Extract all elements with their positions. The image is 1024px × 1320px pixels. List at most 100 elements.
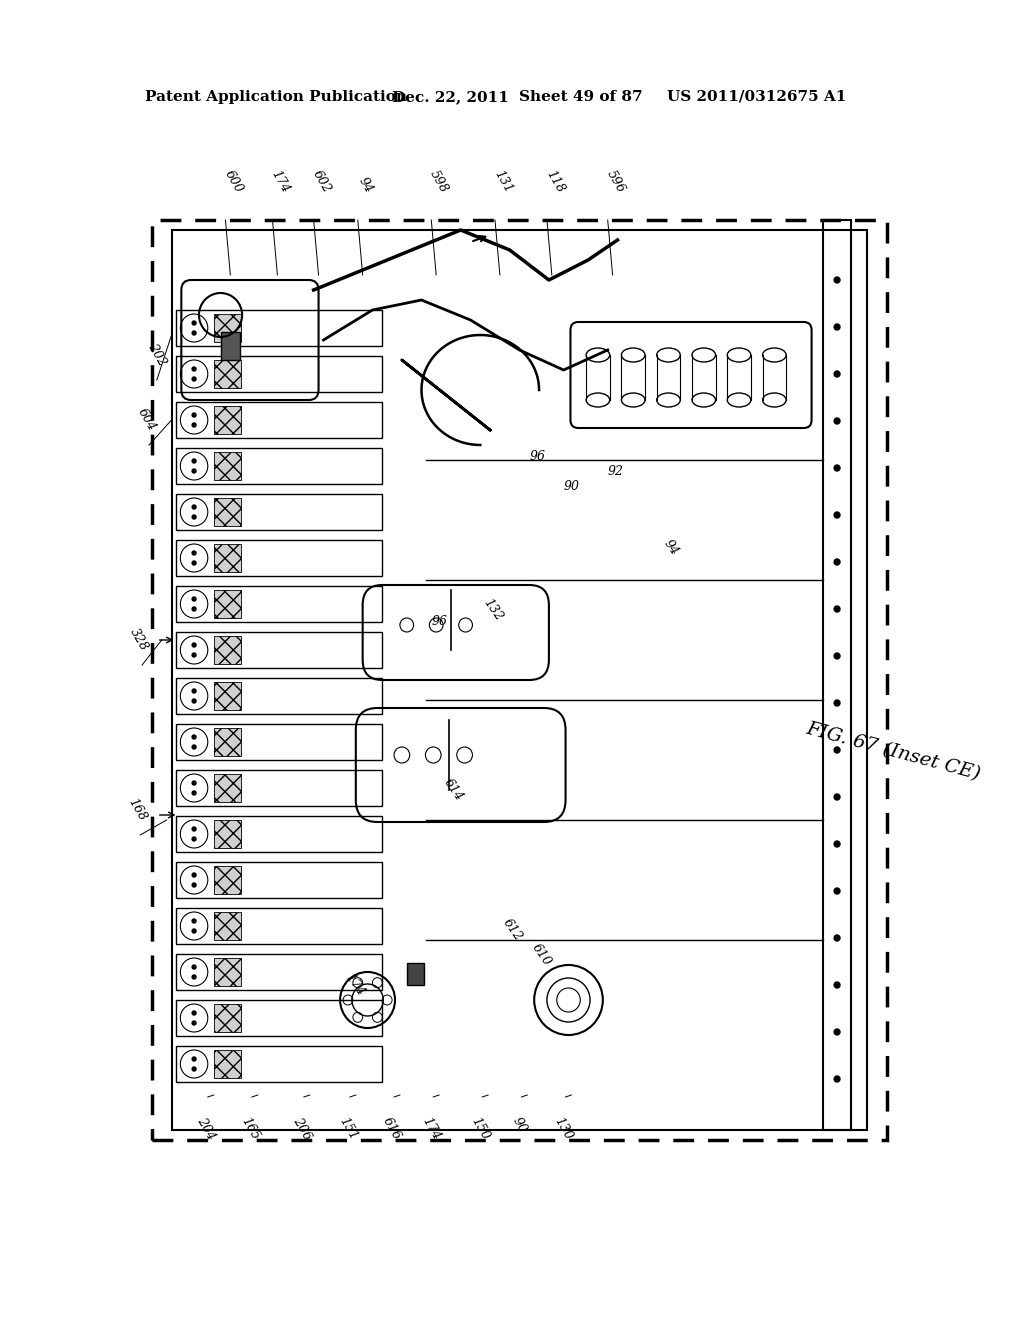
Bar xyxy=(214,912,241,940)
Bar xyxy=(176,816,382,851)
Bar xyxy=(176,723,382,760)
Circle shape xyxy=(193,561,196,565)
Bar xyxy=(214,682,241,710)
Circle shape xyxy=(193,883,196,887)
Circle shape xyxy=(835,606,840,612)
Bar xyxy=(176,1001,382,1036)
Circle shape xyxy=(835,700,840,706)
Circle shape xyxy=(193,1067,196,1071)
Text: 151: 151 xyxy=(336,1115,359,1142)
Bar xyxy=(176,586,382,622)
Bar xyxy=(176,862,382,898)
Bar xyxy=(214,958,241,986)
Circle shape xyxy=(193,422,196,426)
Circle shape xyxy=(193,331,196,335)
Circle shape xyxy=(193,828,196,832)
Circle shape xyxy=(193,929,196,933)
Circle shape xyxy=(193,1057,196,1061)
Text: 596: 596 xyxy=(604,168,627,195)
Bar xyxy=(176,770,382,807)
Circle shape xyxy=(193,735,196,739)
Bar xyxy=(214,498,241,525)
Bar xyxy=(176,403,382,438)
Bar xyxy=(214,774,241,803)
Text: 165: 165 xyxy=(239,1115,261,1142)
Circle shape xyxy=(835,747,840,752)
Circle shape xyxy=(193,607,196,611)
Circle shape xyxy=(835,512,840,517)
Circle shape xyxy=(835,888,840,894)
Text: 206: 206 xyxy=(290,1115,313,1142)
Bar xyxy=(214,544,241,572)
Text: 614: 614 xyxy=(441,776,466,803)
Bar xyxy=(176,494,382,531)
Text: 94: 94 xyxy=(356,174,375,195)
Circle shape xyxy=(835,558,840,565)
Circle shape xyxy=(193,975,196,979)
Text: 174: 174 xyxy=(420,1115,443,1142)
Bar xyxy=(214,729,241,756)
Circle shape xyxy=(193,550,196,554)
Bar xyxy=(176,1045,382,1082)
Circle shape xyxy=(193,378,196,381)
Circle shape xyxy=(835,795,840,800)
Circle shape xyxy=(835,323,840,330)
Bar xyxy=(214,1005,241,1032)
Text: Dec. 22, 2011: Dec. 22, 2011 xyxy=(392,90,509,104)
Bar xyxy=(176,356,382,392)
Text: 150: 150 xyxy=(469,1115,492,1142)
Circle shape xyxy=(835,935,840,941)
Text: 616: 616 xyxy=(381,1115,403,1142)
Circle shape xyxy=(835,277,840,282)
Circle shape xyxy=(835,465,840,471)
Text: 204: 204 xyxy=(195,1115,217,1142)
Circle shape xyxy=(835,1030,840,1035)
Bar xyxy=(214,590,241,618)
Text: 96: 96 xyxy=(529,450,546,463)
Circle shape xyxy=(835,841,840,847)
Text: 94: 94 xyxy=(662,537,681,558)
Circle shape xyxy=(193,781,196,785)
Circle shape xyxy=(835,371,840,378)
Bar xyxy=(214,636,241,664)
Bar xyxy=(214,866,241,894)
Circle shape xyxy=(193,321,196,325)
Bar xyxy=(214,1049,241,1078)
Text: 132: 132 xyxy=(480,595,505,623)
Text: 168: 168 xyxy=(126,796,148,822)
Circle shape xyxy=(193,459,196,463)
Bar xyxy=(220,333,241,360)
Bar xyxy=(214,314,241,342)
Bar xyxy=(176,447,382,484)
Circle shape xyxy=(193,367,196,371)
Text: 96: 96 xyxy=(431,615,447,628)
Circle shape xyxy=(193,1020,196,1026)
Bar xyxy=(214,360,241,388)
Circle shape xyxy=(193,413,196,417)
Circle shape xyxy=(193,469,196,473)
Text: US 2011/0312675 A1: US 2011/0312675 A1 xyxy=(667,90,846,104)
Circle shape xyxy=(193,965,196,969)
Bar xyxy=(214,451,241,480)
Text: 92: 92 xyxy=(607,465,624,478)
Text: 328: 328 xyxy=(127,626,151,653)
Circle shape xyxy=(835,418,840,424)
Bar xyxy=(214,820,241,847)
Bar xyxy=(176,632,382,668)
Text: 202: 202 xyxy=(145,341,168,368)
Circle shape xyxy=(193,597,196,601)
Circle shape xyxy=(193,873,196,876)
Text: 118: 118 xyxy=(543,168,566,195)
Text: Patent Application Publication: Patent Application Publication xyxy=(145,90,408,104)
Text: 610: 610 xyxy=(529,941,554,968)
Text: 604: 604 xyxy=(135,405,159,433)
Bar xyxy=(823,220,851,1130)
Circle shape xyxy=(193,700,196,704)
Circle shape xyxy=(193,653,196,657)
Text: 90: 90 xyxy=(510,1115,529,1135)
Bar xyxy=(214,407,241,434)
Text: 174: 174 xyxy=(268,168,292,195)
Circle shape xyxy=(193,919,196,923)
Circle shape xyxy=(835,1076,840,1082)
Circle shape xyxy=(193,506,196,510)
